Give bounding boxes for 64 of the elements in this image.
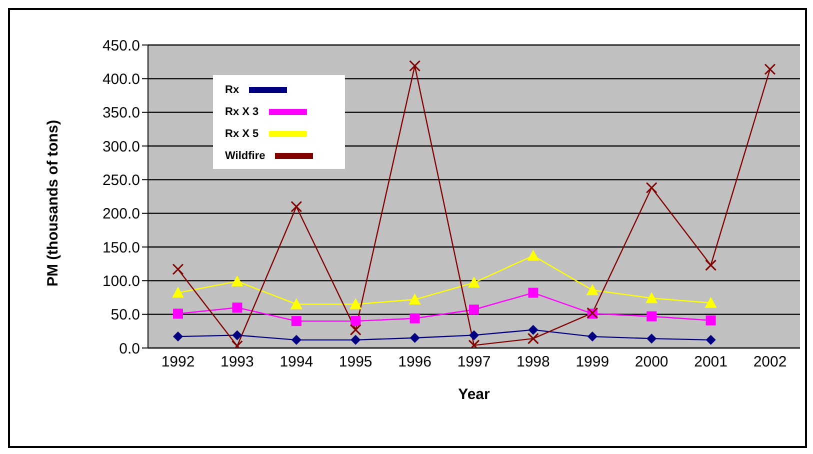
y-tick-label: 200.0 <box>102 206 140 223</box>
point <box>469 304 479 315</box>
legend-label: Wildfire <box>225 150 266 162</box>
y-tick-label: 400.0 <box>102 70 140 88</box>
y-tick-label: 150.0 <box>102 239 140 256</box>
point <box>291 316 302 326</box>
legend-label: Rx <box>225 84 240 96</box>
x-tick-label: 2000 <box>634 354 668 371</box>
point <box>232 302 242 313</box>
y-tick-label: 100.0 <box>102 272 140 290</box>
point <box>469 330 479 340</box>
point <box>172 286 184 298</box>
x-tick-label: 1993 <box>220 354 254 371</box>
point <box>646 311 657 322</box>
x-tick-label: 2002 <box>753 354 787 371</box>
point <box>527 332 539 344</box>
x-tick-label: 1996 <box>398 354 432 371</box>
point <box>705 259 717 271</box>
point <box>528 288 538 298</box>
point <box>468 276 480 288</box>
point <box>408 294 421 305</box>
point <box>646 292 658 304</box>
legend-label: Rx X 5 <box>225 128 259 140</box>
point <box>290 200 302 212</box>
y-tick-label: 450.0 <box>102 37 140 54</box>
point <box>409 60 421 72</box>
point <box>706 334 716 345</box>
point <box>173 308 183 319</box>
x-axis-title: Year <box>458 386 490 403</box>
y-tick-label: 0.0 <box>119 340 140 358</box>
point <box>410 313 420 324</box>
legend-label: Rx X 3 <box>225 106 259 118</box>
y-tick-label: 300.0 <box>102 138 140 156</box>
x-tick-label: 1999 <box>576 354 610 371</box>
point <box>587 332 598 342</box>
x-tick-label: 1995 <box>338 354 372 371</box>
y-tick-label: 250.0 <box>102 172 140 189</box>
point <box>646 182 658 194</box>
point <box>704 296 717 308</box>
point <box>706 315 716 326</box>
point <box>291 334 302 345</box>
point <box>646 334 657 344</box>
x-tick-label: 1998 <box>516 354 550 371</box>
point <box>350 298 362 310</box>
point <box>173 332 183 342</box>
point <box>290 298 302 310</box>
point <box>527 250 540 261</box>
y-axis-title: PM (thousands of tons) <box>44 120 62 286</box>
point <box>528 324 538 335</box>
point <box>350 334 361 345</box>
y-tick-label: 50.0 <box>110 306 140 324</box>
x-tick-label: 2001 <box>694 354 728 371</box>
point <box>764 63 776 75</box>
x-tick-label: 1992 <box>161 354 195 371</box>
x-tick-label: 1997 <box>457 354 491 371</box>
point <box>172 263 184 275</box>
point <box>232 330 242 340</box>
point <box>350 316 361 326</box>
point <box>350 324 362 336</box>
point <box>586 284 598 296</box>
x-tick-label: 1994 <box>280 354 314 371</box>
point <box>231 275 244 286</box>
point <box>410 332 420 343</box>
y-tick-label: 350.0 <box>102 104 140 122</box>
